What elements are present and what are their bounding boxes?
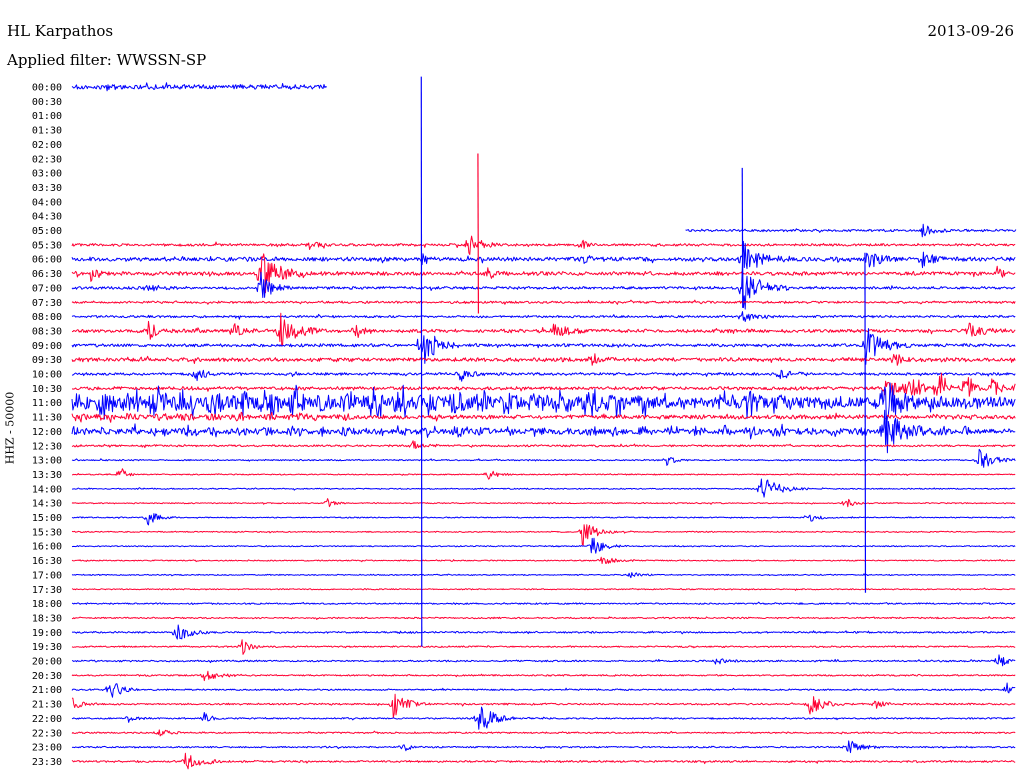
seismic-trace-row	[71, 369, 1016, 382]
seismic-trace-row	[71, 299, 1016, 305]
seismic-trace-row	[71, 670, 1016, 682]
seismic-trace-row	[71, 311, 1016, 322]
seismic-trace-row	[71, 448, 1016, 468]
row-time-label: 18:00	[32, 599, 62, 610]
row-time-label: 16:00	[32, 542, 62, 553]
row-time-label: 16:30	[32, 556, 62, 567]
seismic-trace-row	[71, 82, 328, 92]
row-time-label: 19:30	[32, 642, 62, 653]
row-time-label: 04:30	[32, 212, 62, 223]
seismic-trace-row	[71, 601, 1016, 605]
seismic-trace-row	[71, 382, 1016, 428]
seismic-trace-row	[71, 260, 1016, 310]
row-time-label: 04:00	[32, 197, 62, 208]
row-time-label: 02:30	[32, 154, 62, 165]
seismic-trace-row	[71, 312, 1016, 346]
row-time-label: 02:00	[32, 140, 62, 151]
seismic-trace-row	[71, 513, 1016, 526]
row-time-label: 09:00	[32, 341, 62, 352]
row-time-label: 00:30	[32, 97, 62, 108]
row-time-label: 17:00	[32, 570, 62, 581]
event-spike	[420, 76, 423, 647]
row-time-label: 12:00	[32, 427, 62, 438]
seismic-trace-row	[71, 693, 1016, 718]
row-time-label: 15:00	[32, 513, 62, 524]
row-time-label: 06:30	[32, 269, 62, 280]
seismic-trace-row	[71, 411, 1016, 423]
row-time-label: 10:00	[32, 370, 62, 381]
seismic-trace-row	[71, 740, 1016, 754]
row-time-label: 17:30	[32, 585, 62, 596]
seismic-trace-row	[71, 440, 1016, 449]
row-time-label: 10:30	[32, 384, 62, 395]
row-time-label: 22:00	[32, 714, 62, 725]
seismic-trace-row	[71, 682, 1016, 698]
station-title: HL Karpathos	[7, 22, 114, 40]
row-time-label: 06:00	[32, 255, 62, 266]
seismic-trace-row	[71, 729, 1016, 737]
event-spike	[864, 252, 867, 593]
row-time-label: 19:00	[32, 628, 62, 639]
row-time-label: 15:30	[32, 527, 62, 538]
row-time-label: 18:30	[32, 613, 62, 624]
row-time-label: 21:00	[32, 685, 62, 696]
row-time-label: 14:30	[32, 499, 62, 510]
row-time-label: 00:00	[32, 83, 62, 94]
seismic-trace-row	[71, 478, 1016, 498]
row-time-label: 07:30	[32, 298, 62, 309]
row-time-label: 13:30	[32, 470, 62, 481]
row-time-label: 20:30	[32, 671, 62, 682]
seismic-trace-row	[71, 372, 1016, 397]
seismic-trace-row	[71, 328, 1016, 365]
row-time-label: 03:30	[32, 183, 62, 194]
seismic-trace-row	[71, 572, 1016, 579]
seismic-trace-row	[71, 537, 1016, 554]
event-spike	[741, 167, 744, 308]
row-time-label: 05:30	[32, 240, 62, 251]
row-time-label: 07:00	[32, 283, 62, 294]
filter-label: Applied filter: WWSSN-SP	[7, 51, 207, 69]
row-time-label: 11:00	[32, 398, 62, 409]
seismic-trace-row	[71, 240, 1016, 270]
row-time-label: 01:30	[32, 126, 62, 137]
row-time-label: 05:00	[32, 226, 62, 237]
row-time-label: 08:00	[32, 312, 62, 323]
seismic-trace-row	[71, 353, 1016, 366]
row-time-label: 22:30	[32, 728, 62, 739]
seismic-trace-row	[71, 587, 1016, 591]
row-time-label: 03:00	[32, 169, 62, 180]
row-time-label: 21:30	[32, 700, 62, 711]
row-time-label: 23:30	[32, 757, 62, 768]
seismic-trace-row	[71, 498, 1016, 508]
row-time-label: 01:00	[32, 111, 62, 122]
row-time-label: 14:00	[32, 484, 62, 495]
seismic-trace-row	[71, 253, 1016, 294]
seismic-trace-row	[71, 639, 1016, 655]
seismic-trace-row	[685, 223, 1017, 238]
row-time-label: 20:00	[32, 657, 62, 668]
seismic-trace-row	[71, 616, 1016, 620]
row-time-label: 11:30	[32, 413, 62, 424]
seismic-trace-row	[71, 235, 1016, 255]
date-label: 2013-09-26	[927, 22, 1014, 40]
row-time-label: 23:00	[32, 743, 62, 754]
event-spike	[477, 153, 480, 314]
seismic-trace-row	[71, 752, 1016, 770]
seismic-trace-row	[71, 706, 1016, 730]
seismic-trace-row	[71, 524, 1016, 546]
seismic-trace-row	[71, 624, 1016, 640]
row-time-label: 13:00	[32, 456, 62, 467]
seismic-trace-row	[71, 654, 1016, 667]
row-time-label: 08:30	[32, 326, 62, 337]
row-time-label: 09:30	[32, 355, 62, 366]
seismic-trace-row	[71, 556, 1016, 564]
seismic-trace-row	[71, 468, 1016, 480]
row-time-label: 12:30	[32, 441, 62, 452]
seismic-trace-row	[71, 409, 1016, 454]
